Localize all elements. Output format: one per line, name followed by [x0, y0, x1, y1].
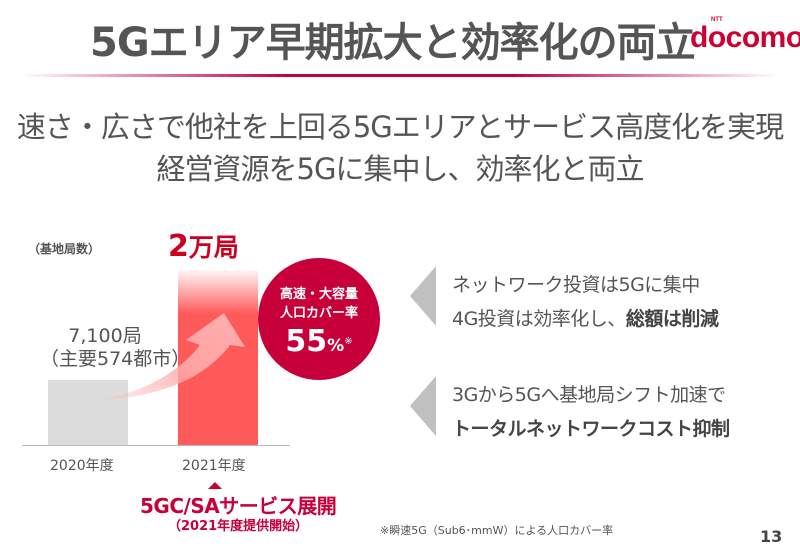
coverage-percent: 55%※ [258, 325, 380, 363]
bar-2020-value-block: 7,100局 （主要574都市） [40, 325, 191, 371]
chevron-left-icon [410, 376, 436, 436]
logo-ntt-text: NTT [711, 17, 723, 23]
footnote: ※瞬速5G（Sub6･mmW）による人口カバー率 [380, 524, 614, 537]
triangle-up-icon [208, 482, 222, 489]
footnote-mark: ※ [344, 336, 353, 347]
logo-main-text: docomo [690, 21, 800, 54]
lead-line-2: 経営資源を5Gに集中し、効率化と両立 [156, 152, 645, 186]
x-label-2021: 2021年度 [182, 458, 246, 474]
lead-line-1: 速さ・広さで他社を上回る5Gエリアとサービス高度化を実現 [16, 110, 784, 144]
slide-title: 5Gエリア早期拡大と効率化の両立 [90, 20, 696, 66]
sa-service-title: 5GC/SAサービス展開 [140, 494, 337, 518]
point-2-line-2: トータルネットワークコスト抑制 [452, 418, 730, 440]
bar-2020 [48, 380, 128, 445]
bar-2021-value-unit: 万局 [188, 233, 239, 262]
docomo-logo: NTT docomo [690, 17, 800, 55]
chevron-left-icon [410, 266, 436, 326]
point-1-line-2-text: 4G投資は効率化し、 [452, 308, 626, 330]
point-1-line-1: ネットワーク投資は5Gに集中 [452, 274, 700, 296]
bar-2020-note: （主要574都市） [40, 348, 191, 370]
point-1-line-2-emphasis: 総額は削減 [625, 308, 719, 330]
chart-baseline [22, 445, 290, 446]
bar-2020-value: 7,100局 [68, 325, 142, 347]
chart-unit-label: （基地局数） [28, 242, 101, 256]
point-2-line-1: 3Gから5Gへ基地局シフト加速で [452, 384, 726, 406]
x-label-2020: 2020年度 [50, 458, 114, 474]
bar-2021-value: 2万局 [168, 228, 239, 264]
point-1-line-2: 4G投資は効率化し、総額は削減 [452, 304, 719, 331]
bar-2021-value-number: 2 [168, 229, 189, 264]
page-number: 13 [760, 527, 783, 546]
sa-service-subtitle: （2021年度提供開始） [168, 519, 309, 534]
coverage-badge: 高速・大容量 人口カバー率 55%※ [258, 258, 380, 380]
coverage-badge-line2: 人口カバー率 [279, 306, 358, 321]
title-divider [20, 74, 780, 77]
coverage-percent-sign: % [327, 336, 345, 356]
coverage-badge-line1: 高速・大容量 [279, 287, 358, 302]
coverage-percent-number: 55 [285, 324, 328, 359]
